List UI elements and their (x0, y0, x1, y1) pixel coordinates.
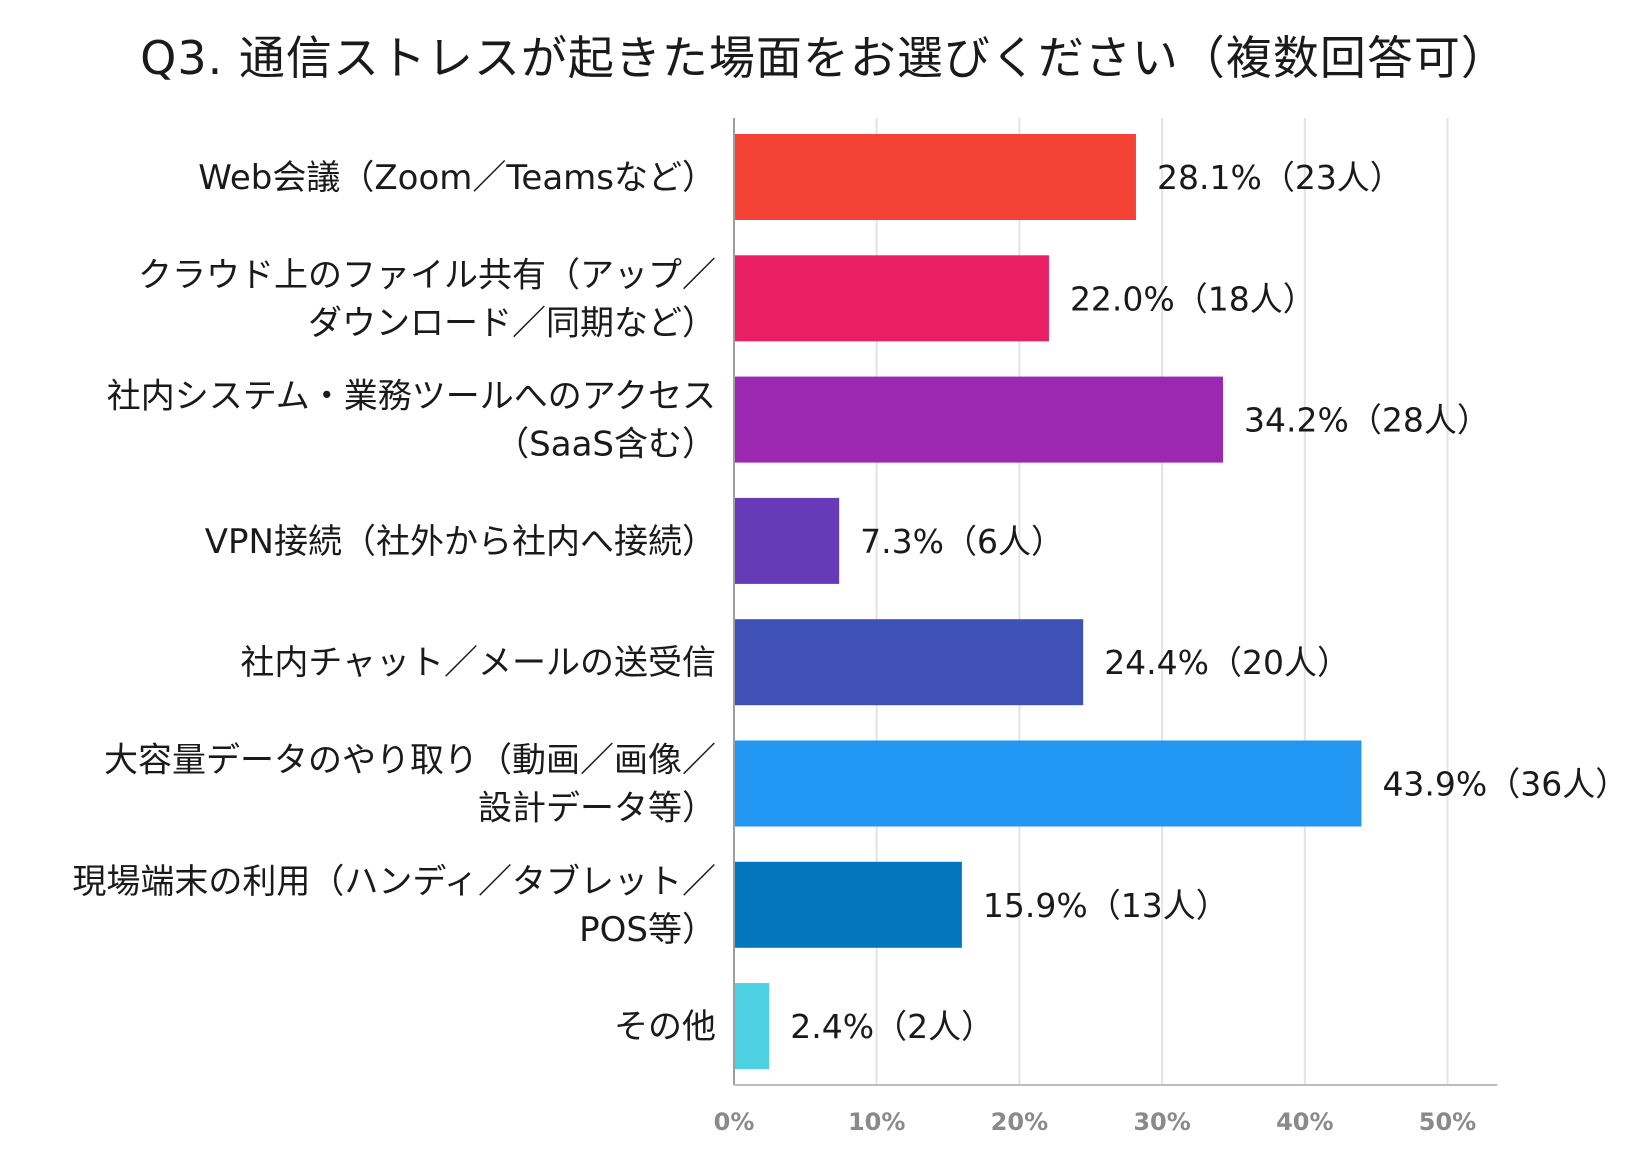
bar (735, 134, 1136, 220)
category-label: 大容量データのやり取り（動画／画像／ (104, 741, 716, 781)
category-label: 設計データ等） (478, 789, 716, 829)
category-label: 社内チャット／メールの送受信 (240, 643, 716, 683)
category-label: 社内システム・業務ツールへのアクセス (107, 377, 716, 417)
category-label: （SaaS含む） (495, 425, 716, 465)
data-label: 2.4%（2人） (790, 1007, 994, 1046)
x-tick-label: 40% (1276, 1108, 1333, 1136)
data-label: 15.9%（13人） (983, 886, 1229, 925)
bar (735, 619, 1084, 706)
bar (735, 861, 962, 948)
data-label: 28.1%（23人） (1157, 158, 1403, 197)
data-label: 34.2%（28人） (1244, 401, 1490, 440)
bar (735, 376, 1224, 463)
category-label: ダウンロード／同期など） (308, 303, 716, 343)
bar (735, 983, 770, 1070)
category-label: クラウド上のファイル共有（アップ／ (138, 255, 716, 295)
x-tick-label: 0% (714, 1108, 755, 1136)
data-label: 7.3%（6人） (860, 522, 1064, 561)
bar (735, 255, 1049, 342)
category-label: その他 (614, 1007, 716, 1047)
chart-title: Q3. 通信ストレスが起きた場面をお選びください（複数回答可） (140, 31, 1508, 85)
bar (735, 740, 1362, 827)
data-label: 24.4%（20人） (1104, 643, 1350, 682)
category-label: VPN接続（社外から社内へ接続） (205, 522, 716, 562)
category-label: 現場端末の利用（ハンディ／タブレット／ (72, 862, 716, 902)
x-tick-label: 20% (991, 1108, 1048, 1136)
x-tick-label: 30% (1133, 1108, 1190, 1136)
x-tick-label: 50% (1419, 1108, 1476, 1136)
data-label: 43.9%（36人） (1382, 765, 1628, 804)
category-label: POS等） (579, 910, 716, 950)
bar (735, 497, 840, 584)
x-tick-label: 10% (848, 1108, 905, 1136)
data-label: 22.0%（18人） (1070, 279, 1316, 318)
category-label: Web会議（Zoom／Teamsなど） (198, 158, 716, 198)
